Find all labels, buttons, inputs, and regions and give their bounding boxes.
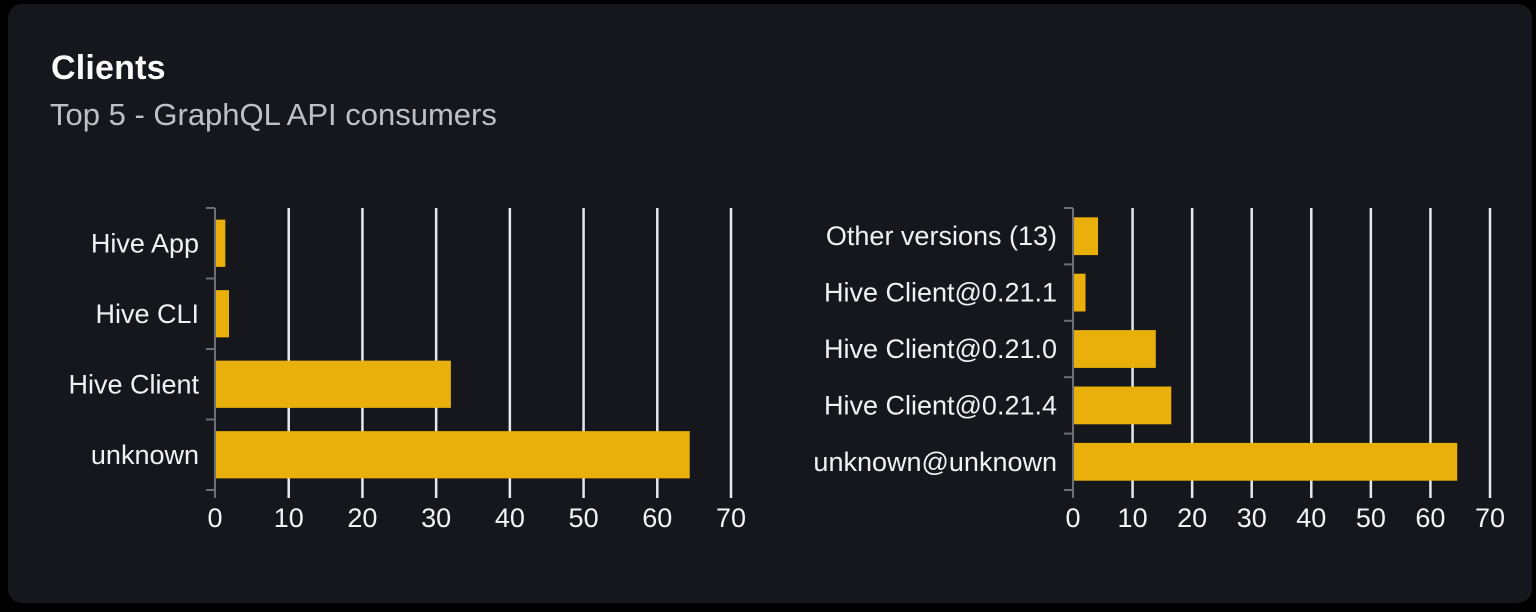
- bar-hive-client-0-21-4[interactable]: [1073, 386, 1172, 425]
- panel-title: Clients: [51, 49, 166, 87]
- category-label-hive-client-0-21-0: Hive Client@0.21.0: [824, 334, 1057, 364]
- category-label-unknown: unknown: [91, 440, 199, 470]
- bar-chart-clients: 0 10 20 30 40 50 60 70 Hive App Hive CLI Hive Clie…: [68, 207, 746, 533]
- x-tick-label: 40: [495, 503, 525, 533]
- bar-chart-client-versions: 0 10 20 30 40 50 60 70 Other versions (13) Hive C…: [813, 207, 1505, 533]
- x-tick-label: 30: [421, 503, 451, 533]
- x-tick-label: 70: [716, 503, 746, 533]
- x-tick-label: 30: [1237, 503, 1267, 533]
- x-tick-label: 10: [1118, 503, 1148, 533]
- x-tick-label: 0: [207, 503, 222, 533]
- x-tick-label: 20: [347, 503, 377, 533]
- clients-panel: Clients Top 5 - GraphQL API consumers: [8, 4, 1532, 603]
- x-tick-label: 0: [1065, 503, 1080, 533]
- bar-hive-client-0-21-0[interactable]: [1073, 330, 1156, 368]
- category-label-hive-client-0-21-4: Hive Client@0.21.4: [824, 390, 1057, 420]
- x-tick-label: 40: [1296, 503, 1326, 533]
- x-tick-label: 50: [1356, 503, 1386, 533]
- bar-unknown-unknown[interactable]: [1073, 442, 1458, 481]
- bar-hive-client-0-21-1[interactable]: [1073, 273, 1086, 312]
- category-label-hive-app: Hive App: [91, 228, 199, 258]
- bar-hive-cli[interactable]: [215, 290, 230, 338]
- x-tick-label: 10: [274, 503, 304, 533]
- panel-subtitle: Top 5 - GraphQL API consumers: [50, 97, 497, 132]
- x-tick-label: 20: [1177, 503, 1207, 533]
- x-tick-label: 60: [1415, 503, 1445, 533]
- x-tick-label: 60: [642, 503, 672, 533]
- bar-unknown[interactable]: [215, 431, 690, 479]
- category-label-hive-client: Hive Client: [68, 369, 199, 399]
- bar-hive-app[interactable]: [215, 219, 226, 267]
- bar-hive-client[interactable]: [215, 360, 451, 408]
- category-label-other-versions-13: Other versions (13): [826, 221, 1057, 251]
- x-tick-label: 70: [1475, 503, 1505, 533]
- bar-other-versions-13[interactable]: [1073, 217, 1099, 256]
- x-tick-label: 50: [569, 503, 599, 533]
- category-label-unknown-unknown: unknown@unknown: [813, 447, 1057, 477]
- category-label-hive-cli: Hive CLI: [95, 299, 199, 329]
- category-label-hive-client-0-21-1: Hive Client@0.21.1: [824, 278, 1057, 308]
